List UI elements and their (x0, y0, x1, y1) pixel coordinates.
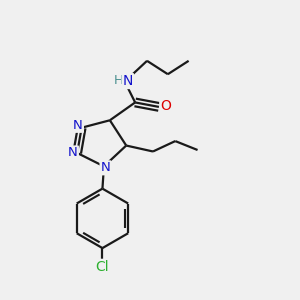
Text: H: H (113, 74, 123, 87)
Text: N: N (122, 74, 133, 88)
Text: O: O (160, 99, 171, 113)
Text: Cl: Cl (96, 260, 109, 274)
Text: N: N (100, 161, 110, 174)
Text: N: N (73, 119, 83, 132)
Text: N: N (68, 146, 78, 160)
